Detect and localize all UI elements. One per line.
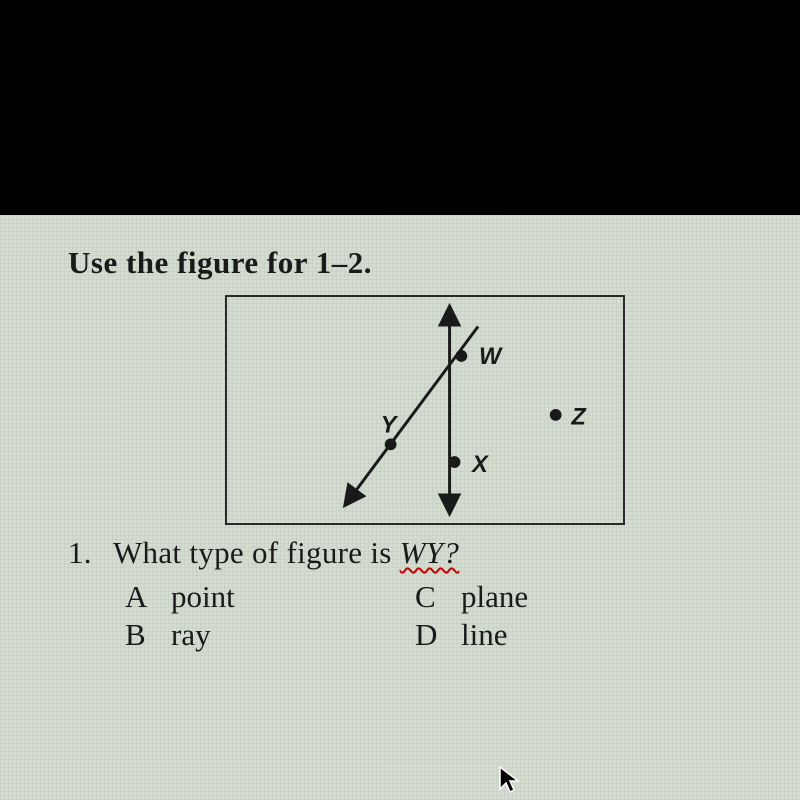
point-z (550, 409, 562, 421)
point-w (455, 350, 467, 362)
question-stem: What type of figure is (113, 535, 400, 570)
geometry-figure: W Y X Z (227, 297, 623, 523)
choice-a[interactable]: Apoint (125, 579, 415, 615)
label-z: Z (570, 404, 587, 430)
choice-letter-d: D (415, 617, 461, 653)
choice-letter-c: C (415, 579, 461, 615)
choice-b[interactable]: Bray (125, 617, 415, 653)
choice-row-1: Apoint Cplane (125, 579, 760, 615)
label-w: W (479, 343, 503, 369)
worksheet-panel: Use the figure for 1–2. W Y (0, 215, 800, 800)
label-y: Y (381, 412, 399, 438)
choice-d[interactable]: Dline (415, 617, 508, 653)
question-1: 1.What type of figure is WY? (68, 535, 760, 571)
label-x: X (470, 451, 489, 477)
choice-text-d: line (461, 617, 508, 652)
choice-letter-a: A (125, 579, 171, 615)
point-y (385, 438, 397, 450)
choice-letter-b: B (125, 617, 171, 653)
choice-text-c: plane (461, 579, 528, 614)
question-number: 1. (68, 535, 113, 571)
point-x (449, 456, 461, 468)
black-top-bar (0, 0, 800, 215)
choice-text-b: ray (171, 617, 211, 652)
question-term-wy: WY? (400, 535, 459, 570)
choice-row-2: Bray Dline (125, 617, 760, 653)
answer-choices: Apoint Cplane Bray Dline (125, 579, 760, 653)
choice-text-a: point (171, 579, 235, 614)
choice-c[interactable]: Cplane (415, 579, 528, 615)
figure-box: W Y X Z (225, 295, 625, 525)
instruction-text: Use the figure for 1–2. (68, 245, 760, 281)
